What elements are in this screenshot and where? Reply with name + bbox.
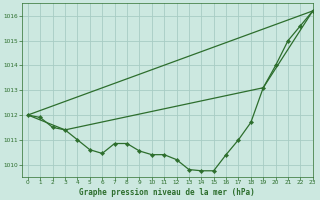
X-axis label: Graphe pression niveau de la mer (hPa): Graphe pression niveau de la mer (hPa) xyxy=(79,188,255,197)
